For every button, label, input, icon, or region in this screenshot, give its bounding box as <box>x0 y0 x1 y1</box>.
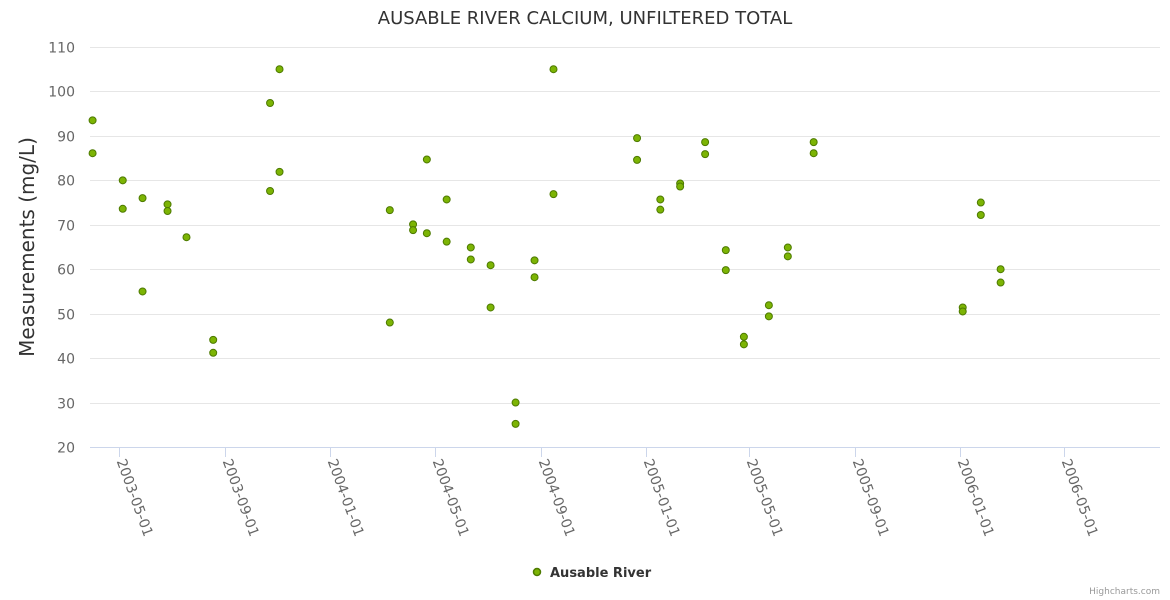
data-point[interactable] <box>442 237 451 246</box>
data-point[interactable] <box>783 243 792 252</box>
data-point[interactable] <box>996 265 1005 274</box>
data-point[interactable] <box>701 138 710 147</box>
data-point[interactable] <box>88 116 97 125</box>
data-point[interactable] <box>385 318 394 327</box>
gridlines <box>90 47 1160 448</box>
y-axis-label: Measurements (mg/L) <box>15 137 39 357</box>
y-tick-label: 40 <box>57 352 75 368</box>
y-tick-label: 70 <box>57 219 75 235</box>
data-point[interactable] <box>764 312 773 321</box>
y-tick-label: 30 <box>57 397 75 413</box>
data-point[interactable] <box>530 256 539 265</box>
data-point[interactable] <box>958 307 967 316</box>
data-point[interactable] <box>976 211 985 219</box>
data-point[interactable] <box>385 206 394 215</box>
legend-label: Ausable River <box>550 566 652 581</box>
data-point[interactable] <box>266 99 275 107</box>
credits-link[interactable]: Highcharts.com <box>1089 587 1160 597</box>
y-tick-label: 90 <box>57 130 75 146</box>
data-point[interactable] <box>996 278 1005 287</box>
data-point[interactable] <box>163 200 172 209</box>
data-point[interactable] <box>511 419 520 428</box>
data-point[interactable] <box>88 149 97 158</box>
data-point[interactable] <box>266 187 275 195</box>
data-point[interactable] <box>118 176 127 185</box>
y-tick-label: 110 <box>48 41 75 57</box>
data-point[interactable] <box>656 205 665 214</box>
data-point[interactable] <box>739 340 748 349</box>
data-point[interactable] <box>409 226 418 235</box>
data-point[interactable] <box>676 182 685 191</box>
data-point[interactable] <box>721 266 730 275</box>
data-point[interactable] <box>163 207 172 215</box>
y-axis-ticks: 20 30 40 50 60 70 80 90 100 110 <box>48 41 75 457</box>
y-tick-label: 60 <box>57 263 75 279</box>
data-point[interactable] <box>783 252 792 261</box>
y-tick-label: 100 <box>48 85 75 101</box>
data-point[interactable] <box>138 194 147 203</box>
data-point[interactable] <box>976 198 985 207</box>
data-point[interactable] <box>549 190 558 199</box>
data-point[interactable] <box>182 233 191 242</box>
data-point[interactable] <box>721 246 730 255</box>
data-point[interactable] <box>466 243 475 252</box>
data-point[interactable] <box>118 204 127 213</box>
data-point[interactable] <box>486 261 495 270</box>
data-point[interactable] <box>530 273 539 282</box>
chart-title: AUSABLE RIVER CALCIUM, UNFILTERED TOTAL <box>378 8 792 29</box>
data-point[interactable] <box>764 301 773 310</box>
legend-marker-icon <box>532 567 542 577</box>
data-points <box>88 65 1005 428</box>
data-point[interactable] <box>739 332 748 341</box>
data-point[interactable] <box>633 134 642 143</box>
data-point[interactable] <box>209 335 218 344</box>
data-point[interactable] <box>486 303 495 312</box>
data-point[interactable] <box>633 155 642 164</box>
data-point[interactable] <box>656 195 665 204</box>
data-point[interactable] <box>422 155 431 164</box>
data-point[interactable] <box>809 138 818 147</box>
data-point[interactable] <box>275 167 284 176</box>
y-tick-label: 50 <box>57 308 75 324</box>
data-point[interactable] <box>442 195 451 204</box>
data-point[interactable] <box>549 65 558 74</box>
data-point[interactable] <box>209 348 218 357</box>
data-point[interactable] <box>511 398 520 407</box>
y-tick-label: 20 <box>57 441 75 457</box>
data-point[interactable] <box>809 149 818 158</box>
data-point[interactable] <box>422 229 431 238</box>
data-point[interactable] <box>466 255 475 264</box>
data-point[interactable] <box>138 287 147 296</box>
legend-item-ausable-river[interactable]: Ausable River <box>532 566 652 581</box>
y-tick-label: 80 <box>57 174 75 190</box>
data-point[interactable] <box>701 150 710 159</box>
data-point[interactable] <box>275 65 284 74</box>
